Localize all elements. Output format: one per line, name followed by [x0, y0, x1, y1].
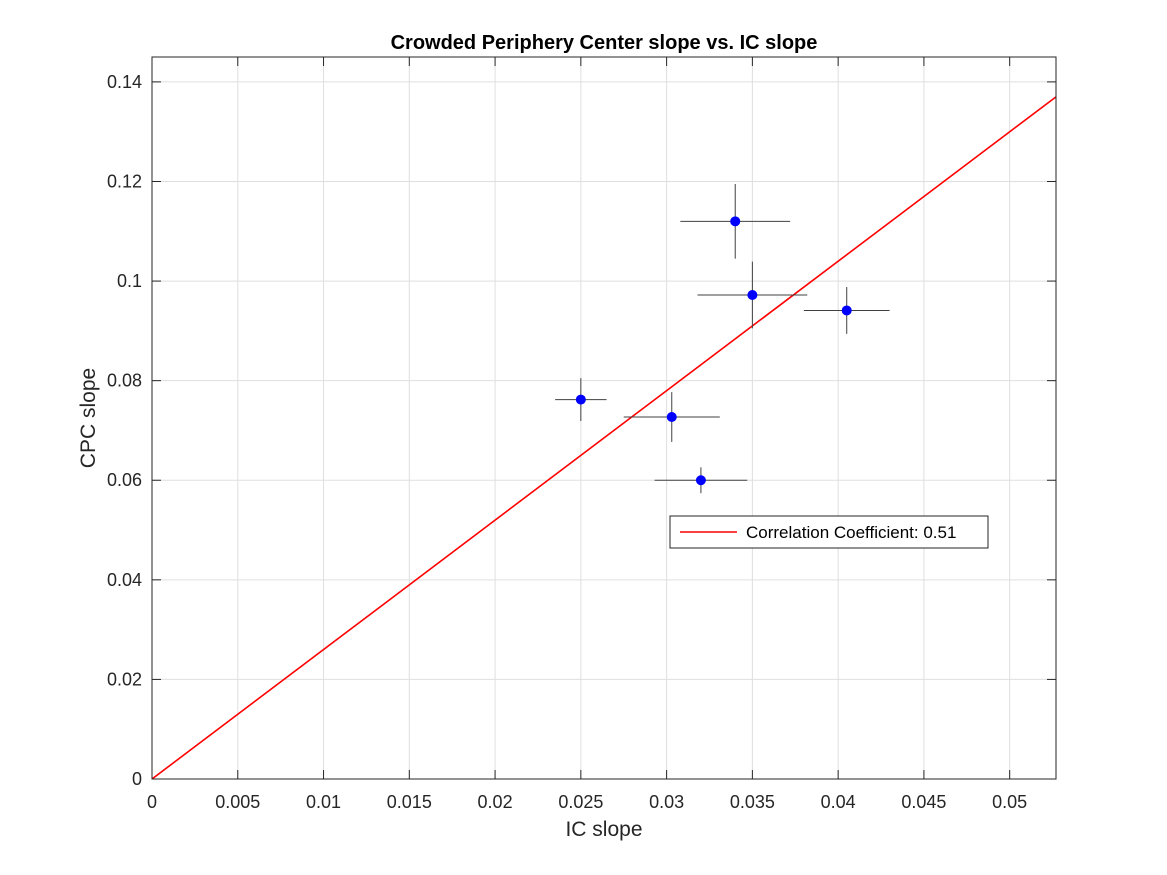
data-layer [152, 96, 1056, 779]
y-axis-label: CPC slope [77, 368, 100, 468]
data-point [575, 394, 586, 405]
data-point [747, 290, 758, 301]
x-tick-label: 0.04 [821, 792, 856, 812]
x-tick-label: 0.005 [215, 792, 260, 812]
grid [151, 57, 1056, 780]
y-tick-label: 0.14 [107, 72, 142, 92]
x-tick-label: 0.035 [730, 792, 775, 812]
ticks: 0 0.005 0.01 0.015 0.02 0.025 0.03 0.035 0.04 0.0… [107, 57, 1056, 812]
axes-box [151, 56, 1057, 780]
correlation-line [152, 96, 1056, 779]
x-tick-label: 0 [147, 792, 157, 812]
data-point [730, 216, 741, 227]
y-tick-label: 0.08 [107, 371, 142, 391]
legend: Correlation Coefficient: 0.51 [669, 515, 989, 549]
y-tick-label: 0.1 [117, 271, 142, 291]
chart-title: Crowded Periphery Center slope vs. IC sl… [391, 32, 818, 54]
x-tick-label: 0.045 [901, 792, 946, 812]
y-tick-label: 0.06 [107, 470, 142, 490]
x-tick-label: 0.015 [387, 792, 432, 812]
x-axis-label: IC slope [565, 818, 642, 841]
y-tick-label: 0.02 [107, 669, 142, 689]
legend-label: Correlation Coefficient: 0.51 [746, 523, 956, 542]
y-tick-label: 0.12 [107, 171, 142, 191]
x-tick-label: 0.01 [306, 792, 341, 812]
data-point [841, 305, 852, 316]
data-point [666, 412, 677, 423]
y-tick-label: 0 [132, 769, 142, 789]
x-tick-label: 0.025 [558, 792, 603, 812]
x-tick-label: 0.05 [992, 792, 1027, 812]
x-tick-label: 0.03 [649, 792, 684, 812]
data-point [695, 475, 706, 486]
y-tick-label: 0.04 [107, 570, 142, 590]
x-tick-label: 0.02 [478, 792, 513, 812]
